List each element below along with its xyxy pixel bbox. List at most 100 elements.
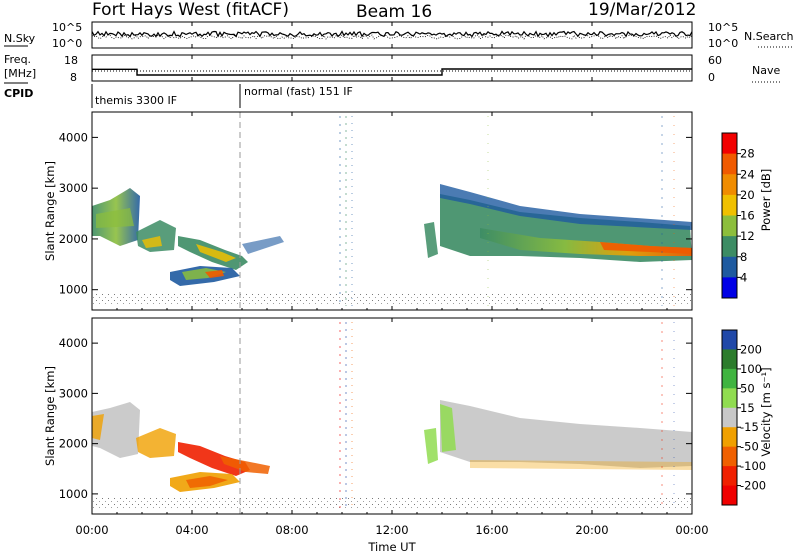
station-title: Fort Hays West (fitACF) — [92, 0, 289, 20]
freq-left-tick-bottom: 8 — [70, 71, 77, 84]
frequency-panel: Freq. [MHz] 18 8 60 0 Nave — [4, 53, 780, 84]
velocity-echo-region — [178, 442, 250, 476]
colorbar-tick-label: -50 — [740, 440, 759, 454]
freq-right-tick-bottom: 0 — [708, 71, 715, 84]
freq-left-label-2: [MHz] — [4, 67, 36, 80]
colorbar-tick-label: 100 — [740, 362, 762, 376]
colorbar-swatch — [722, 133, 737, 155]
colorbar-tick-label: 28 — [740, 147, 755, 161]
power-echo-region — [205, 270, 224, 278]
x-tick-label: 20:00 — [575, 523, 608, 537]
y-tick-label: 4000 — [59, 336, 88, 350]
velocity-echo-region — [424, 428, 438, 464]
noise-right-tick-top: 10^5 — [708, 21, 738, 34]
velocity-panel: 4000 3000 2000 1000 Slant Range [km] 200 100… — [43, 317, 773, 515]
colorbar-tick-label: -200 — [740, 479, 766, 493]
power-noise-strip — [92, 294, 692, 306]
velocity-echo-region — [440, 404, 456, 452]
power-echo-region — [96, 208, 134, 228]
colorbar-swatch — [722, 368, 737, 389]
colorbar-swatch — [722, 466, 737, 487]
y-tick-label: 2000 — [59, 232, 88, 246]
colorbar-swatch — [722, 215, 737, 237]
y-tick-label: 1000 — [59, 283, 88, 297]
cpid-label: CPID — [4, 87, 33, 100]
noise-left-label: N.Sky — [4, 32, 36, 45]
velocity-scatter — [92, 318, 692, 514]
cpid-mode-2: normal (fast) 151 IF — [244, 85, 353, 98]
noise-right-label: N.Search — [744, 30, 794, 43]
colorbar-swatch — [722, 427, 737, 448]
noise-right-tick-bottom: 10^0 — [708, 37, 738, 50]
noise-left-tick-bottom: 10^0 — [52, 37, 82, 50]
x-tick-label: 16:00 — [475, 523, 508, 537]
noise-sky-trace — [91, 30, 693, 38]
velocity-echo-region — [220, 456, 270, 474]
x-axis: 00:00 04:00 08:00 12:00 16:00 20:00 00:00 — [75, 22, 709, 537]
colorbar-swatch — [722, 407, 737, 428]
y-tick-label: 3000 — [59, 181, 88, 195]
x-tick-label: 00:00 — [75, 523, 108, 537]
cpid-mode-1: themis 3300 IF — [95, 94, 177, 107]
colorbar-swatch — [722, 277, 737, 299]
colorbar-swatch — [722, 485, 737, 506]
velocity-y-axis: 4000 3000 2000 1000 — [59, 336, 692, 501]
colorbar-tick-label: 4 — [740, 270, 747, 284]
velocity-echo-region — [92, 414, 104, 440]
colorbar-tick-label: -15 — [740, 420, 759, 434]
velocity-y-label: Slant Range [km] — [43, 366, 57, 466]
colorbar-swatch — [722, 174, 737, 196]
cpid-row: CPID themis 3300 IF normal (fast) 151 IF — [4, 82, 353, 108]
power-panel: 4000 3000 2000 1000 Slant Range [km] 28 24 20… — [43, 111, 773, 311]
noise-search-trace — [91, 34, 693, 40]
y-tick-label: 2000 — [59, 437, 88, 451]
power-echo-region — [600, 242, 692, 254]
velocity-noise-strip — [92, 498, 692, 510]
colorbar-tick-label: 8 — [740, 250, 747, 264]
colorbar-frame — [721, 329, 738, 506]
colorbar-tick-label: 200 — [740, 342, 762, 356]
y-tick-label: 3000 — [59, 386, 88, 400]
x-axis-label: Time UT — [367, 540, 416, 554]
frequency-trace — [92, 68, 692, 76]
velocity-echo-region — [136, 428, 176, 458]
y-tick-label: 4000 — [59, 130, 88, 144]
power-echo-region — [424, 222, 438, 258]
freq-left-tick-top: 18 — [64, 54, 78, 67]
y-tick-label: 1000 — [59, 487, 88, 501]
velocity-echo-region — [440, 400, 692, 468]
beam-label: Beam 16 — [356, 2, 432, 22]
velocity-echo-region — [186, 476, 228, 488]
power-colorbar-label: Power [dB] — [759, 169, 773, 232]
noise-panel: N.Sky 10^5 10^0 10^5 10^0 N.Search — [4, 21, 794, 50]
x-tick-label: 00:00 — [675, 523, 708, 537]
power-echo-region — [196, 244, 236, 262]
velocity-colorbar: 200 100 50 15 -15 -50 -100 -200 — [721, 329, 766, 506]
colorbar-swatch — [722, 194, 737, 216]
freq-right-tick-top: 60 — [708, 54, 722, 67]
colorbar-swatch — [722, 388, 737, 409]
colorbar-swatch — [722, 330, 737, 350]
colorbar-tick-label: 24 — [740, 167, 755, 181]
x-tick-label: 08:00 — [275, 523, 308, 537]
colorbar-tick-label: 15 — [740, 401, 755, 415]
velocity-echo-region — [92, 402, 140, 458]
nave-label: Nave — [752, 64, 780, 77]
velocity-colorbar-label: Velocity [m s⁻¹] — [759, 367, 773, 456]
colorbar-swatch — [722, 153, 737, 175]
power-echo-region — [242, 236, 284, 254]
date-label: 19/Mar/2012 — [588, 0, 696, 20]
power-y-axis: 4000 3000 2000 1000 — [59, 130, 692, 297]
colorbar-swatch — [722, 236, 737, 258]
colorbar-swatch — [722, 349, 737, 370]
power-scatter — [92, 112, 692, 310]
colorbar-swatch — [722, 446, 737, 467]
x-tick-label: 12:00 — [375, 523, 408, 537]
colorbar-tick-label: 20 — [740, 188, 755, 202]
colorbar-tick-label: -100 — [740, 459, 766, 473]
power-y-label: Slant Range [km] — [43, 161, 57, 261]
velocity-echo-region — [470, 460, 692, 470]
colorbar-swatch — [722, 256, 737, 278]
x-tick-label: 04:00 — [175, 523, 208, 537]
